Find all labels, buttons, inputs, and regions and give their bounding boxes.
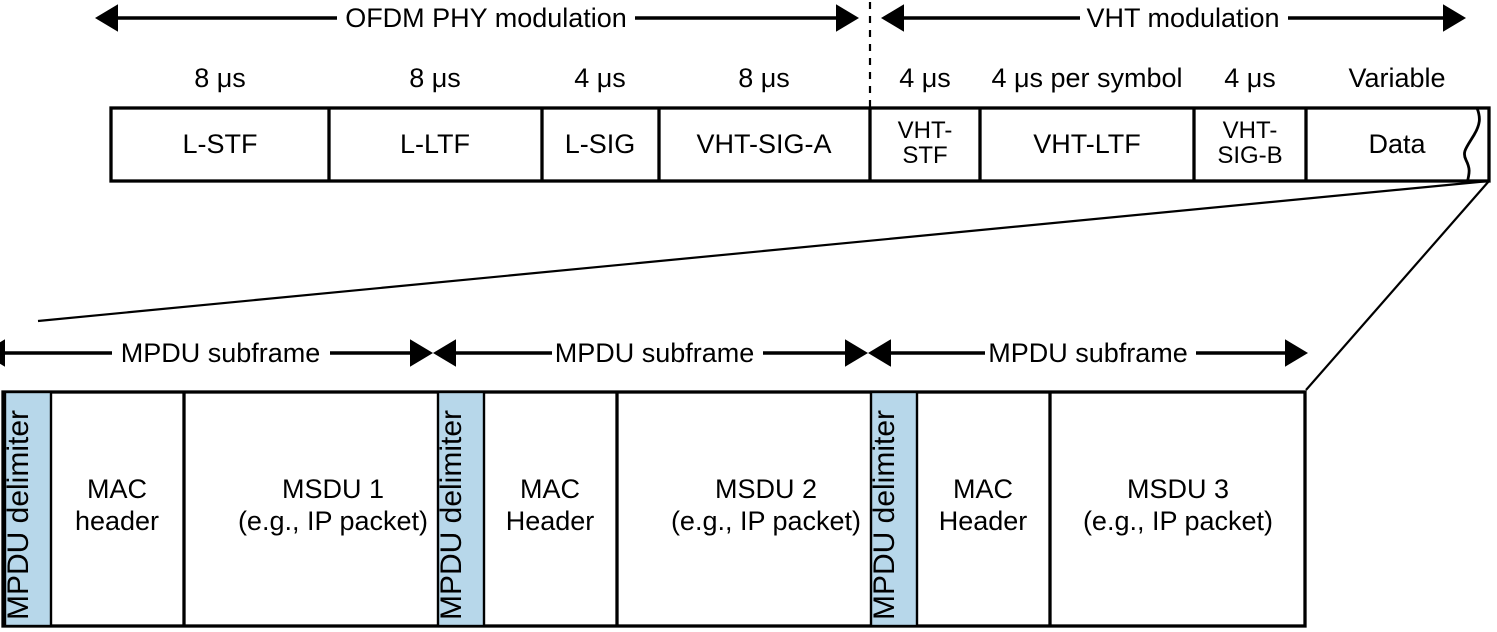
svg-text:8 μs: 8 μs [738, 63, 790, 93]
svg-text:MSDU 2: MSDU 2 [715, 474, 817, 504]
svg-text:VHT-LTF: VHT-LTF [1033, 129, 1141, 159]
svg-text:MPDU delimiter: MPDU delimiter [2, 410, 35, 620]
svg-text:Variable: Variable [1348, 63, 1445, 93]
svg-text:8 μs: 8 μs [409, 63, 461, 93]
svg-text:VHT-SIG-A: VHT-SIG-A [696, 129, 831, 159]
svg-text:MPDU delimiter: MPDU delimiter [868, 410, 901, 620]
svg-text:MAC: MAC [520, 474, 580, 504]
svg-text:4 μs: 4 μs [1224, 63, 1276, 93]
svg-text:4 μs: 4 μs [574, 63, 626, 93]
svg-text:MPDU subframe: MPDU subframe [988, 338, 1188, 368]
svg-text:MPDU subframe: MPDU subframe [121, 338, 321, 368]
svg-text:SIG-B: SIG-B [1217, 142, 1282, 169]
svg-text:MAC: MAC [87, 474, 147, 504]
svg-text:VHT-: VHT- [1223, 117, 1278, 144]
svg-text:Data: Data [1368, 129, 1426, 159]
svg-text:4 μs per symbol: 4 μs per symbol [991, 63, 1182, 93]
svg-text:8 μs: 8 μs [194, 63, 246, 93]
svg-text:OFDM PHY modulation: OFDM PHY modulation [345, 3, 627, 33]
svg-text:L-LTF: L-LTF [400, 129, 470, 159]
svg-text:Header: Header [506, 506, 595, 536]
svg-text:L-SIG: L-SIG [565, 129, 636, 159]
svg-text:VHT-: VHT- [898, 117, 953, 144]
svg-text:4 μs: 4 μs [899, 63, 951, 93]
svg-text:Header: Header [939, 506, 1028, 536]
svg-text:MSDU 3: MSDU 3 [1127, 474, 1229, 504]
svg-text:L-STF: L-STF [182, 129, 257, 159]
svg-text:header: header [75, 506, 159, 536]
svg-text:(e.g., IP packet): (e.g., IP packet) [238, 506, 428, 536]
svg-text:VHT modulation: VHT modulation [1086, 3, 1279, 33]
svg-text:MPDU delimiter: MPDU delimiter [435, 410, 468, 620]
svg-text:(e.g., IP packet): (e.g., IP packet) [1083, 506, 1273, 536]
svg-text:MPDU subframe: MPDU subframe [555, 338, 755, 368]
svg-text:STF: STF [902, 142, 947, 169]
svg-text:MSDU 1: MSDU 1 [282, 474, 384, 504]
svg-text:(e.g., IP packet): (e.g., IP packet) [671, 506, 861, 536]
svg-text:MAC: MAC [953, 474, 1013, 504]
